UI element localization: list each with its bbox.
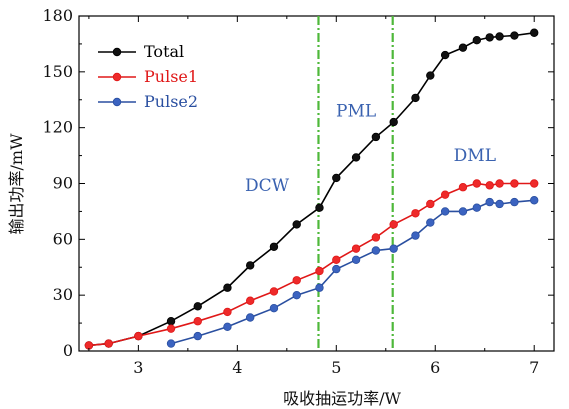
data-point	[472, 179, 482, 188]
data-point	[440, 50, 450, 60]
region-label: DML	[454, 146, 496, 166]
axis-ticks: 3 4 5 6 7 0 30 60 90 120 150 180	[42, 6, 554, 377]
data-point	[371, 246, 381, 255]
data-point	[223, 322, 232, 332]
data-point	[193, 317, 202, 326]
data-point	[530, 28, 539, 37]
data-point	[389, 220, 398, 229]
data-point	[166, 339, 176, 348]
data-point	[411, 231, 420, 240]
legend-label: Total	[144, 42, 184, 61]
data-point	[332, 255, 341, 265]
y-tick-label: 0	[63, 341, 73, 360]
y-tick-label: 120	[42, 118, 73, 137]
x-tick-label: 5	[331, 358, 341, 377]
data-point	[472, 203, 482, 212]
legend-swatch-marker	[112, 97, 122, 107]
data-point	[245, 296, 255, 305]
data-point	[104, 339, 113, 348]
data-point	[223, 283, 232, 292]
x-tick-label: 3	[133, 358, 143, 377]
data-point	[495, 32, 504, 41]
data-point	[389, 117, 398, 127]
data-point	[495, 199, 504, 209]
data-point	[269, 242, 279, 251]
legend: Total Pulse1 Pulse2	[98, 42, 198, 111]
data-point	[315, 266, 324, 276]
data-point	[495, 179, 504, 188]
x-tick-label: 4	[232, 358, 242, 377]
data-point	[440, 207, 450, 216]
data-point	[510, 179, 519, 188]
data-point	[166, 317, 176, 326]
data-point	[389, 244, 398, 253]
data-point	[292, 220, 301, 229]
series-pulse1	[84, 179, 539, 350]
data-point	[332, 264, 341, 274]
x-tick-label: 6	[430, 358, 440, 377]
data-point	[426, 218, 435, 227]
region-label: PML	[336, 102, 376, 122]
legend-swatch-marker	[112, 47, 122, 57]
data-point	[458, 43, 468, 52]
y-tick-label: 60	[53, 229, 73, 248]
data-point	[426, 199, 435, 209]
y-tick-label: 90	[53, 174, 73, 193]
x-tick-label: 7	[529, 358, 539, 377]
y-axis-title: 输出功率/mW	[7, 133, 26, 235]
legend-label: Pulse2	[144, 92, 198, 111]
data-point	[332, 173, 341, 183]
data-point	[371, 132, 381, 142]
legend-item: Pulse2	[98, 92, 198, 111]
data-point	[485, 197, 494, 207]
data-point	[223, 307, 232, 317]
y-tick-label: 180	[42, 6, 73, 25]
data-point	[134, 331, 143, 341]
region-label: DCW	[245, 176, 290, 196]
x-axis-title: 吸收抽运功率/W	[283, 389, 401, 408]
data-point	[411, 209, 420, 218]
series-line	[170, 199, 535, 345]
data-point	[292, 276, 301, 285]
data-point	[458, 207, 468, 216]
data-point	[485, 181, 494, 190]
legend-item: Pulse1	[98, 67, 198, 86]
data-point	[245, 261, 255, 270]
data-point	[472, 35, 482, 45]
data-point	[426, 71, 435, 80]
data-point	[371, 233, 381, 242]
legend-item: Total	[98, 42, 184, 61]
data-point	[269, 303, 279, 313]
data-point	[193, 302, 202, 311]
legend-label: Pulse1	[144, 67, 198, 86]
data-point	[193, 331, 202, 341]
y-tick-label: 150	[42, 62, 73, 81]
data-point	[458, 183, 468, 192]
data-point	[245, 313, 255, 322]
data-point	[315, 283, 324, 292]
data-point	[411, 93, 420, 103]
data-point	[485, 33, 494, 42]
data-point	[530, 196, 539, 205]
data-point	[351, 255, 361, 265]
y-tick-label: 30	[53, 285, 73, 304]
series-group	[84, 28, 539, 350]
data-point	[530, 179, 539, 188]
data-point	[269, 287, 279, 296]
data-point	[315, 203, 324, 212]
data-point	[292, 290, 301, 300]
legend-swatch-marker	[112, 72, 122, 82]
series-line	[88, 182, 535, 347]
series-pulse2	[166, 196, 539, 348]
region-divider-lines	[317, 16, 394, 351]
data-point	[510, 197, 519, 207]
data-point	[440, 190, 450, 199]
data-point	[510, 31, 519, 40]
data-point	[166, 324, 176, 333]
data-point	[351, 153, 361, 162]
region-annotations: DCW PML DML	[245, 102, 496, 196]
data-point	[351, 244, 361, 253]
